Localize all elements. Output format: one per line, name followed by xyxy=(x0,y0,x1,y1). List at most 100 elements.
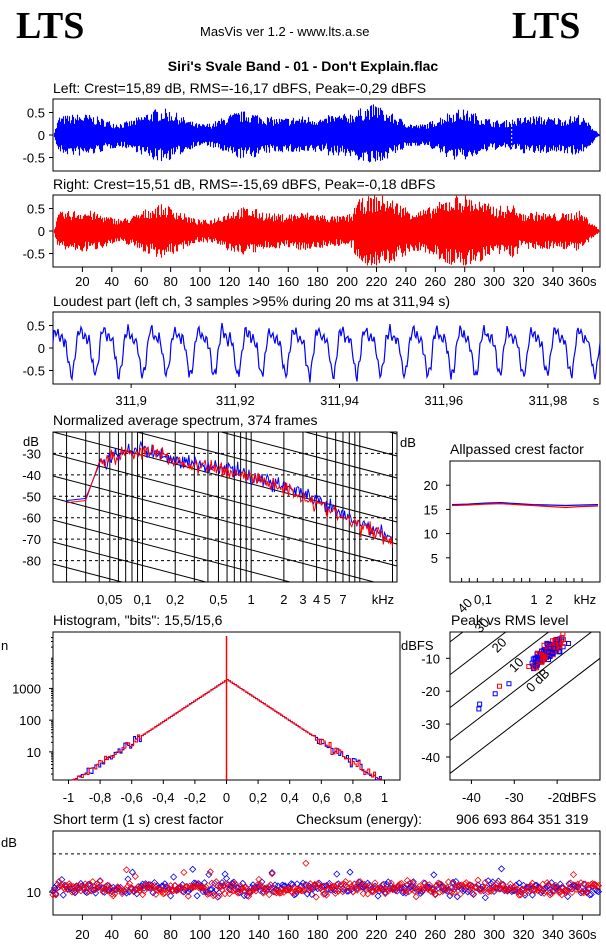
peak-rms-crest-diagonal xyxy=(450,657,600,774)
crest-point xyxy=(474,876,482,884)
crest-point xyxy=(211,891,219,899)
crest-point xyxy=(200,884,209,892)
spectrum-diagonal xyxy=(53,519,292,582)
crest-point xyxy=(565,880,573,888)
crest-point xyxy=(208,885,216,893)
spectrum-ylabel: dB xyxy=(23,434,39,449)
crest-point xyxy=(458,881,466,889)
spectrum-diagonal xyxy=(219,432,397,479)
crest-point xyxy=(580,880,588,888)
crest-point xyxy=(571,882,579,890)
time-tick-label: 300 xyxy=(483,274,505,289)
crest-point xyxy=(125,879,134,888)
crest-point xyxy=(562,889,570,897)
crest-point xyxy=(120,886,128,894)
crest-point xyxy=(553,884,561,892)
crest-point xyxy=(205,889,213,898)
crest-point xyxy=(418,888,426,896)
crest-xtick-label: 120 xyxy=(219,927,241,942)
crest-point xyxy=(92,885,100,893)
allpass-xtick-label: 0,1 xyxy=(474,592,492,607)
right-channel-ytick-label: -0.5 xyxy=(23,247,45,262)
crest-point xyxy=(428,884,436,892)
peak-rms-ytick-label: -40 xyxy=(421,750,440,765)
crest-point xyxy=(481,878,489,886)
crest-point xyxy=(278,885,286,894)
crest-point xyxy=(464,888,472,896)
crest-point xyxy=(150,881,159,890)
crest-point xyxy=(527,882,535,890)
crest-point xyxy=(327,886,335,894)
crest-point xyxy=(374,892,382,900)
crest-point xyxy=(414,885,422,893)
crest-point xyxy=(220,881,228,889)
crest-point xyxy=(308,884,316,892)
peak-rms-point xyxy=(531,666,537,672)
crest-point xyxy=(239,884,247,893)
right-channel-waveform xyxy=(53,195,601,266)
loudest-part-xtick-label: 311,92 xyxy=(216,393,255,408)
loudest-part-xtick-label: 311,96 xyxy=(424,393,463,408)
peak-rms-point xyxy=(492,691,498,697)
crest-xtick-label: 140 xyxy=(248,927,270,942)
crest-point xyxy=(358,883,366,891)
crest-point xyxy=(115,885,123,893)
crest-point xyxy=(368,888,376,896)
crest-xtick-label: 260 xyxy=(424,927,446,942)
right-channel-ytick-label: 0 xyxy=(38,224,45,239)
histogram-xtick-label: 0 xyxy=(223,790,230,805)
loudest-part-xunit: s xyxy=(593,393,600,408)
crest-point xyxy=(293,880,301,888)
crest-point xyxy=(302,859,310,867)
crest-point xyxy=(242,883,250,891)
histogram-ytick-label: 10 xyxy=(27,745,41,760)
crest-point xyxy=(270,884,278,892)
spectrum-xtick-label: 7 xyxy=(339,592,346,607)
crest-point xyxy=(231,880,239,888)
crest-point xyxy=(312,893,320,901)
crest-point xyxy=(247,884,256,892)
crest-point xyxy=(184,892,192,900)
crest-point xyxy=(464,885,472,893)
crest-xtick-label: 40 xyxy=(105,927,119,942)
crest-point xyxy=(56,882,64,890)
crest-point xyxy=(59,891,67,899)
peak-rms-point xyxy=(560,637,566,643)
crest-point xyxy=(403,881,411,889)
crest-point xyxy=(399,887,407,895)
crest-point xyxy=(493,879,501,887)
histogram-xtick-label: -1 xyxy=(63,790,75,805)
crest-ylabel: dB xyxy=(1,835,17,850)
time-tick-label: 200 xyxy=(336,274,358,289)
histogram-ytick-label: 100 xyxy=(19,713,41,728)
crest-point xyxy=(511,883,519,891)
crest-point xyxy=(519,881,528,889)
crest-point xyxy=(209,892,217,900)
peak-rms-title: Peak vs RMS level xyxy=(451,612,569,628)
crest-point xyxy=(175,883,184,891)
crest-point xyxy=(502,886,510,894)
crest-xtick-label: 300 xyxy=(483,927,505,942)
histogram-xtick-label: 0,2 xyxy=(249,790,267,805)
crest-point xyxy=(58,876,66,884)
allpass-series-left xyxy=(451,501,599,507)
crest-point xyxy=(568,888,576,896)
crest-point xyxy=(78,882,86,890)
crest-point xyxy=(408,885,416,893)
histogram-xtick-label: -0,6 xyxy=(120,790,142,805)
left-channel-ytick-label: -0.5 xyxy=(23,151,45,166)
spectrum-diagonal xyxy=(53,432,397,523)
crest-point xyxy=(146,884,154,892)
crest-point xyxy=(240,891,248,900)
crest-point xyxy=(327,883,335,891)
crest-point xyxy=(574,883,582,891)
crest-ytick-label: 10 xyxy=(27,885,41,900)
peak-rms-xtick-label: -30 xyxy=(505,790,524,805)
crest-point xyxy=(268,870,276,878)
crest-point xyxy=(71,889,79,897)
crest-point xyxy=(415,882,423,891)
allpass-ytick-label: 20 xyxy=(424,478,438,493)
spectrum-diagonal xyxy=(53,541,208,582)
spectrum-diagonal xyxy=(53,563,124,582)
crest-point xyxy=(387,879,395,887)
